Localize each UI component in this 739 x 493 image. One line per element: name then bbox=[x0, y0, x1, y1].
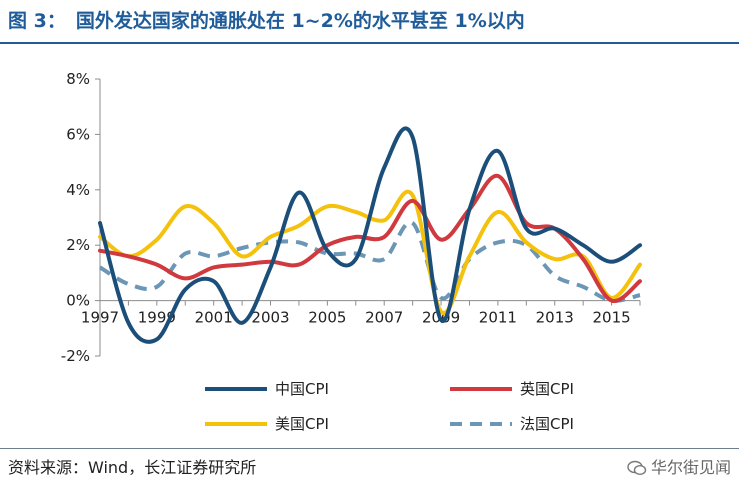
x-tick-label: 2007 bbox=[365, 309, 403, 327]
legend-france-cpi-label: 法国CPI bbox=[520, 415, 574, 433]
title-rule bbox=[0, 42, 739, 44]
y-tick-label: 8% bbox=[66, 70, 90, 88]
figure-label: 图 3： bbox=[8, 10, 66, 32]
cpi-line-chart: -2%0%2%4%6%8%1997 1999 2001 2003 2005 2007 200… bbox=[61, 70, 642, 433]
watermark: 华尔街见闻 bbox=[627, 452, 731, 484]
y-tick-label: 2% bbox=[66, 236, 90, 254]
bottom-rule bbox=[0, 448, 739, 449]
y-tick-label: 6% bbox=[66, 125, 90, 143]
y-tick-label: -2% bbox=[61, 347, 90, 365]
legend-china-cpi-label: 中国CPI bbox=[275, 380, 329, 398]
wechat-icon bbox=[627, 460, 647, 476]
legend-us-cpi-label: 美国CPI bbox=[275, 415, 329, 433]
legend-uk-cpi-label: 英国CPI bbox=[520, 380, 574, 398]
figure-title-text: 国外发达国家的通胀处在 1~2%的水平甚至 1%以内 bbox=[75, 10, 525, 32]
chart-area: -2% 0% 2% 4% 6% 8% 1997 1999 2001 2003 2005 2007 200… bbox=[0, 44, 739, 444]
x-tick-label: 2013 bbox=[536, 309, 574, 327]
series-uk-cpi bbox=[98, 173, 642, 303]
x-tick-label: 1997 bbox=[81, 309, 119, 327]
figure-title: 图 3： 国外发达国家的通胀处在 1~2%的水平甚至 1%以内 bbox=[8, 6, 728, 36]
x-tick-label: 2001 bbox=[195, 309, 233, 327]
x-tick-label: 2003 bbox=[251, 309, 289, 327]
watermark-text: 华尔街见闻 bbox=[650, 458, 731, 477]
x-tick-label: 2015 bbox=[592, 309, 630, 327]
y-tick-label: 0% bbox=[66, 292, 90, 310]
x-tick-label: 2011 bbox=[479, 309, 517, 327]
series-us-cpi bbox=[98, 190, 642, 316]
x-tick-label: 2005 bbox=[308, 309, 346, 327]
y-tick-label: 4% bbox=[66, 181, 90, 199]
series-china-cpi bbox=[98, 126, 642, 344]
series-france-cpi bbox=[98, 220, 641, 303]
source-note: 资料来源：Wind，长江证券研究所 bbox=[8, 458, 257, 477]
